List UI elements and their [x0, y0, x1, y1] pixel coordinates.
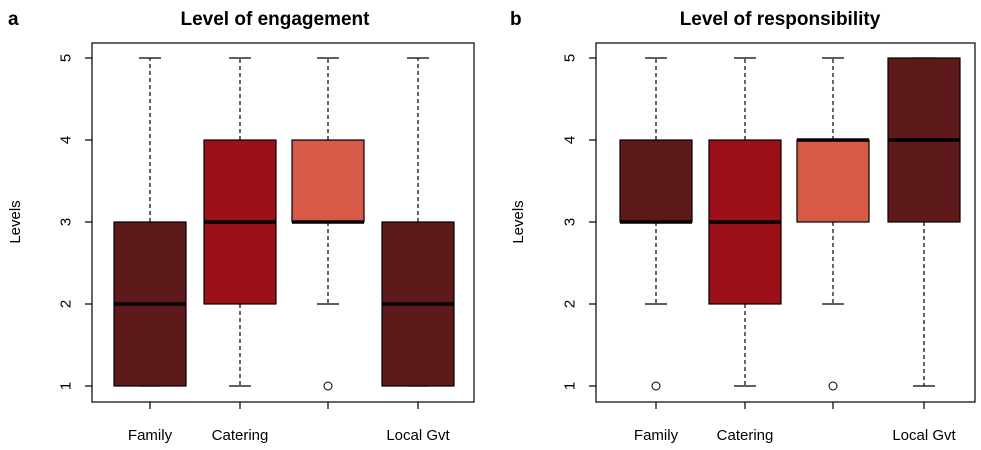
- panel-b: b Level of responsibility Levels 1 2 3 4 5 Fa…: [510, 9, 976, 444]
- panel-b-y-tick-label: 2: [561, 300, 578, 308]
- panel-b-box: [796, 139, 870, 223]
- panel-a-y-axis-label: Levels: [7, 200, 24, 243]
- panel-b-x-category-label: Family: [634, 427, 679, 444]
- panel-a: a Level of engagement Levels 1 2 3 4 5 Family…: [7, 9, 475, 444]
- panel-a-y-tick-label: 1: [57, 382, 74, 390]
- panel-a-plot-area: 1 2 3 4 5 Family Catering Local Gvt: [57, 42, 475, 444]
- panel-b-tag: b: [510, 9, 522, 30]
- panel-a-x-category-label: Family: [128, 427, 173, 444]
- panel-a-x-category-label: Catering: [212, 427, 269, 444]
- panel-a-box: [291, 139, 365, 223]
- panel-b-y-tick-label: 1: [561, 382, 578, 390]
- panel-b-x-category-label: Local Gvt: [892, 427, 956, 444]
- panel-a-title: Level of engagement: [181, 9, 371, 30]
- panel-b-box: [619, 139, 693, 223]
- panel-b-outlier-point: [651, 381, 661, 391]
- panel-b-y-axis-label: Levels: [510, 200, 527, 243]
- panel-b-outlier-point: [828, 381, 838, 391]
- panel-b-y-tick-label: 5: [561, 54, 578, 62]
- panel-b-y-tick-label: 3: [561, 218, 578, 226]
- panel-a-y-tick-label: 3: [57, 218, 74, 226]
- panel-b-x-category-label: Catering: [717, 427, 774, 444]
- panel-b-y-tick-label: 4: [561, 136, 578, 144]
- panel-a-tag: a: [8, 9, 19, 30]
- panel-a-y-tick-label: 5: [57, 54, 74, 62]
- panel-a-outlier-point: [323, 381, 333, 391]
- panel-b-title: Level of responsibility: [680, 9, 881, 30]
- panel-a-y-tick-label: 2: [57, 300, 74, 308]
- panel-a-x-category-label: Local Gvt: [386, 427, 450, 444]
- panel-a-y-tick-label: 4: [57, 136, 74, 144]
- panel-b-plot-area: 1 2 3 4 5 Family Catering Local Gvt: [561, 42, 976, 444]
